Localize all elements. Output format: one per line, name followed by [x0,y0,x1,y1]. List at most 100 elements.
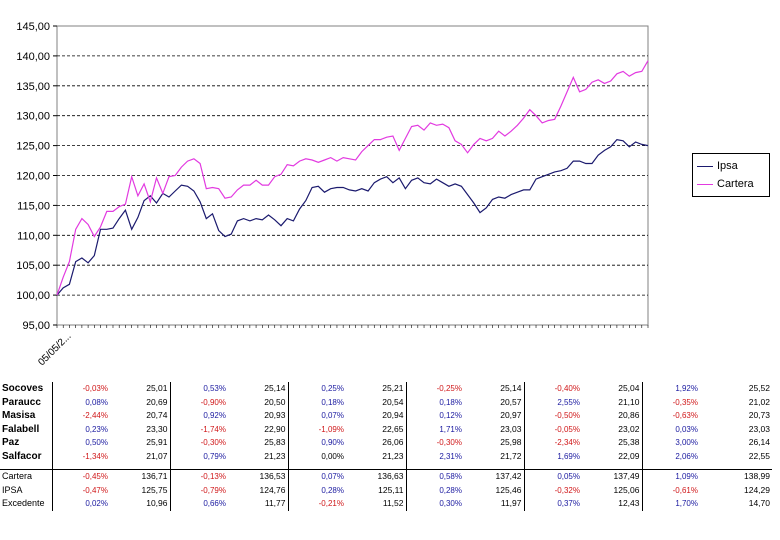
value-cell: 14,70 [748,498,770,509]
value-cell: 136,71 [110,469,170,484]
value-cell: 25,04 [618,383,640,394]
portfolio-table: Socoves -0,03% 25,01 0,53% 25,14 0,25% 25,21 -0… [0,382,772,511]
value-cell: 20,54 [382,396,404,407]
pct-change-cell: 0,66% [169,497,228,511]
y-tick-label: 120,00 [16,171,50,183]
value-cell: 125,06 [613,484,640,495]
value-cell: 22,55 [748,450,770,461]
legend-label-cartera: Cartera [717,178,754,190]
legend-swatch-cartera [697,183,713,185]
spacer-cell [405,463,464,470]
row-name: Falabell [2,423,40,435]
y-tick-label: 135,00 [16,81,50,93]
value-cell: 20,97 [500,410,522,421]
pct-change-cell: 3,00% [641,436,700,450]
pct-change-cell: 0,79% [169,449,228,463]
spacer-cell [169,463,228,470]
pct-change-cell: 0,28% [405,483,464,497]
value-cell: 11,97 [500,498,522,509]
value-cell: 125,75 [141,484,168,495]
pct-change-cell: 0,53% [169,382,228,396]
pct-change-cell: 0,23% [51,422,110,436]
pct-change-cell: 1,09% [641,469,700,484]
value-cell: 25,52 [748,383,770,394]
value-cell: 21,02 [748,396,770,407]
pct-change-cell: 0,28% [287,483,346,497]
row-name: Masisa [2,410,36,422]
pct-change-cell: -0,63% [641,409,700,423]
value-cell: 21,23 [382,450,404,461]
value-cell: 137,42 [464,469,524,484]
row-name: Cartera [0,469,52,484]
value-cell: 21,72 [500,450,522,461]
value-cell: 25,98 [500,437,522,448]
y-tick-label: 115,00 [17,200,50,212]
pct-change-cell: -1,34% [51,449,110,463]
pct-change-cell: 0,37% [523,497,582,511]
value-cell: 22,09 [618,450,640,461]
pct-change-cell: -1,09% [287,422,346,436]
series-line-cartera [56,60,649,296]
value-cell: 22,90 [264,423,286,434]
pct-change-cell: 0,50% [51,436,110,450]
pct-change-cell: -0,47% [51,483,110,497]
y-tick-label: 125,00 [16,141,50,153]
y-tick-label: 110,00 [17,230,50,242]
value-cell: 25,14 [264,383,286,394]
value-cell: 22,65 [382,423,404,434]
value-cell: 26,14 [748,437,770,448]
row-name: Paraucc [2,396,41,408]
value-cell: 20,57 [500,396,522,407]
pct-change-cell: -2,34% [523,436,582,450]
pct-change-cell: -0,21% [287,497,346,511]
summary-row: Cartera -0,45% 136,71 -0,13% 136,53 0,07% 136,… [0,469,772,484]
value-cell: 20,50 [264,396,286,407]
line-chart: 95,00 100,00 105,00 110,00 115,00 120,00 125,0… [16,21,649,368]
value-cell: 11,52 [382,498,404,509]
spacer-cell [287,463,346,470]
value-cell: 23,30 [146,423,168,434]
value-cell: 25,14 [500,383,522,394]
value-cell: 125,11 [378,484,404,495]
value-cell: 25,38 [618,437,640,448]
value-cell: 124,76 [259,484,286,495]
pct-change-cell: 0,90% [287,436,346,450]
value-cell: 25,83 [264,437,286,448]
pct-change-cell: -0,05% [523,422,582,436]
legend-swatch-ipsa [697,165,713,167]
legend-label-ipsa: Ipsa [717,160,738,172]
pct-change-cell: 0,02% [51,497,110,511]
pct-change-cell: -0,61% [641,483,700,497]
pct-change-cell: 0,18% [405,395,464,409]
pct-change-cell: -0,50% [523,409,582,423]
pct-change-cell: -0,35% [641,395,700,409]
value-cell: 20,69 [146,396,168,407]
row-name: IPSA [2,484,23,495]
pct-change-cell: 2,06% [641,449,700,463]
spacer-cell [523,463,582,470]
pct-change-cell: 2,31% [405,449,464,463]
pct-change-cell: -0,32% [523,483,582,497]
y-tick-label: 105,00 [16,260,50,272]
value-cell: 25,91 [146,437,168,448]
pct-change-cell: 0,18% [287,395,346,409]
table-row: Falabell 0,23% 23,30 -1,74% 22,90 -1,09% 22,65… [0,422,772,436]
row-name: Socoves [2,383,44,395]
value-cell: 10,96 [146,498,168,509]
pct-change-cell: 0,08% [51,395,110,409]
row-name: Paz [2,437,20,449]
pct-change-cell: 1,69% [523,449,582,463]
legend-entry-cartera: Cartera [697,177,754,191]
value-cell: 124,29 [744,484,770,495]
table-row: Masisa -2,44% 20,74 0,92% 20,93 0,07% 20,94 0,1… [0,409,772,423]
pct-change-cell: -0,30% [405,436,464,450]
value-cell: 21,07 [146,450,168,461]
legend-entry-ipsa: Ipsa [697,159,738,173]
pct-change-cell: 0,30% [405,497,464,511]
pct-change-cell: -1,74% [169,422,228,436]
pct-change-cell: -0,79% [169,483,228,497]
pct-change-cell: 2,55% [523,395,582,409]
value-cell: 21,23 [264,450,286,461]
value-cell: 138,99 [700,469,772,484]
row-name: Salfacor [2,450,42,462]
